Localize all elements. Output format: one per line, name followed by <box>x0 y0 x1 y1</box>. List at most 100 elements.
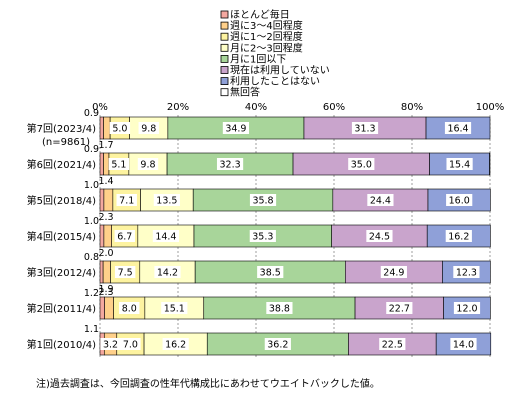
value-label: 7.0 <box>123 340 138 351</box>
legend: ほとんど毎日週に3～4回程度週に1～2回程度月に2～3回程度月に1回以下現在は利… <box>220 8 330 99</box>
legend-swatch <box>220 88 229 97</box>
value-label: 1.9 <box>98 284 113 295</box>
value-label: 2.0 <box>98 248 113 259</box>
bar-segment <box>103 116 111 140</box>
value-label: 1.0 <box>84 216 99 227</box>
value-label: 12.3 <box>456 268 477 279</box>
category-label: 第6回(2021/4) <box>27 158 96 171</box>
legend-swatch <box>220 77 229 85</box>
category-labels: 第7回(2023/4) 第6回(2021/4) 第5回(2018/4) 第4回(201… <box>27 122 96 351</box>
value-label-bg <box>222 122 250 134</box>
value-label: 2.3 <box>98 287 113 298</box>
legend-swatch <box>220 55 229 63</box>
value-labels: 0.91.75.0 9.8 34.9 31.3 16.40.91.45.1 9.8 32.3… <box>84 108 481 351</box>
bar-segment <box>103 188 114 212</box>
value-label-bg <box>152 230 180 242</box>
value-label: 8.0 <box>122 304 137 315</box>
value-label-bg <box>446 158 473 170</box>
legend-label: 週に1～2回程度 <box>230 30 303 43</box>
value-label: 9.8 <box>140 160 155 171</box>
value-label: 13.5 <box>156 196 177 207</box>
value-label: 14.0 <box>453 340 474 351</box>
legend-label: 月に1回以下 <box>230 53 286 65</box>
x-tick-label: 100% <box>476 102 505 113</box>
value-label-bg <box>379 338 406 350</box>
footnote: 注)過去調査は、今回調査の性年代構成比にあわせてウエイトバックした値。 <box>36 377 380 390</box>
legend-swatch <box>220 10 229 19</box>
value-label-bg <box>367 194 394 206</box>
value-label: 1.7 <box>98 140 113 151</box>
category-label: 第3回(2012/4) <box>27 266 96 279</box>
legend-swatch <box>220 32 229 41</box>
x-tick-label: 40% <box>245 102 267 113</box>
value-label: 0.9 <box>84 144 99 155</box>
value-label: 16.2 <box>448 232 469 243</box>
bar-segment <box>102 260 111 284</box>
legend-label: 無回答 <box>230 86 260 99</box>
value-label-bg <box>249 230 276 242</box>
value-label-bg <box>154 266 181 278</box>
value-label-bg <box>114 230 135 242</box>
category-label: 第1回(2010/4) <box>27 338 96 351</box>
legend-label: 週に3～4回程度 <box>230 19 303 32</box>
value-label: 24.4 <box>370 196 391 207</box>
value-label-bg <box>348 158 375 170</box>
x-tick-label: 60% <box>323 102 345 113</box>
value-label: 35.3 <box>252 232 273 243</box>
legend-label: 利用したことはない <box>230 76 320 88</box>
value-label: 15.1 <box>164 304 185 315</box>
legend-label: 現在は利用していない <box>230 65 330 77</box>
value-label-bg <box>249 194 277 206</box>
value-label-bg <box>119 302 140 314</box>
value-label: 15.4 <box>449 160 470 171</box>
value-label: 6.7 <box>117 232 132 243</box>
legend-swatch <box>220 66 229 74</box>
value-label: 1.4 <box>98 176 113 187</box>
value-label: 3.2 <box>103 340 118 351</box>
value-label: 9.8 <box>141 124 156 135</box>
value-label-bg <box>264 338 291 350</box>
value-label: 38.8 <box>269 304 290 315</box>
value-label: 12.0 <box>456 304 477 315</box>
value-label: 35.0 <box>351 160 372 171</box>
value-label: 24.5 <box>369 232 390 243</box>
value-label-bg <box>162 338 189 350</box>
legend-label: 月に2～3回程度 <box>230 41 303 54</box>
category-label: 第5回(2018/4) <box>27 194 96 207</box>
bar-segment <box>99 296 105 320</box>
value-label: 22.5 <box>382 340 403 351</box>
value-label-bg <box>138 122 159 134</box>
category-label: 第7回(2023/4) <box>27 122 96 135</box>
value-label: 16.2 <box>165 340 186 351</box>
value-label: 1.2 <box>84 288 99 299</box>
value-label: 24.9 <box>383 268 404 279</box>
legend-swatch <box>220 21 229 30</box>
category-label: 第2回(2011/4) <box>27 302 96 315</box>
value-label: 31.3 <box>354 124 375 135</box>
value-label-bg <box>386 302 413 314</box>
value-label: 16.4 <box>447 124 468 135</box>
x-tick-label: 20% <box>167 102 189 113</box>
value-label-bg <box>100 338 121 350</box>
value-label: 34.9 <box>225 124 246 135</box>
value-label-bg <box>366 230 393 242</box>
value-label: 32.3 <box>219 160 240 171</box>
value-label-bg <box>266 302 293 314</box>
value-label-bg <box>153 194 180 206</box>
value-label-bg <box>216 158 244 170</box>
legend-swatch <box>220 43 229 52</box>
legend-label: ほとんど毎日 <box>230 8 290 21</box>
value-label: 14.4 <box>155 232 176 243</box>
bar-segment <box>99 224 105 248</box>
value-label-bg <box>444 122 472 134</box>
value-label-bg <box>453 302 481 314</box>
value-label-bg <box>351 122 379 134</box>
value-label: 7.5 <box>118 268 133 279</box>
x-axis-ticks: 0% 20% 40% 60% 80% 100% <box>92 102 504 113</box>
value-label-bg <box>108 158 130 170</box>
value-label: 16.0 <box>449 196 470 207</box>
bar-segment <box>99 116 104 140</box>
bar-segment <box>99 260 104 284</box>
value-label-bg <box>380 266 407 278</box>
value-label-bg <box>114 266 136 278</box>
